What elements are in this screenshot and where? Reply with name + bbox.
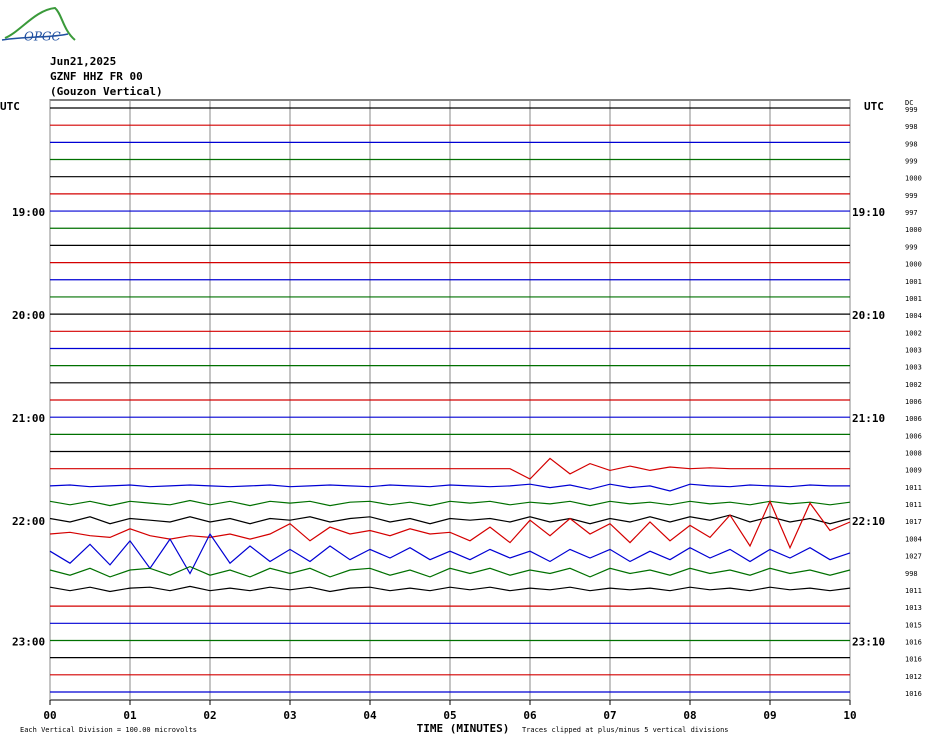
logo: OPGC xyxy=(1,6,76,44)
dc-offset: 1017 xyxy=(905,518,922,526)
dc-offset: 1000 xyxy=(905,226,922,234)
dc-offset: 1003 xyxy=(905,364,922,372)
dc-offset: 1013 xyxy=(905,604,922,612)
x-tick-label: 00 xyxy=(43,709,56,722)
dc-offset: 1006 xyxy=(905,432,922,440)
dc-offset: 1000 xyxy=(905,261,922,269)
trace xyxy=(49,499,851,550)
x-tick-label: 08 xyxy=(683,709,696,722)
time-label-right: 20:10 xyxy=(852,309,885,322)
x-tick-label: 03 xyxy=(283,709,296,722)
time-label-right: 19:10 xyxy=(852,206,885,219)
dc-offset: 1008 xyxy=(905,450,922,458)
dc-offset: 1015 xyxy=(905,621,922,629)
dc-offset: 1027 xyxy=(905,553,922,561)
dc-offset: 1002 xyxy=(905,329,922,337)
dc-offset: 999 xyxy=(905,106,918,114)
x-tick-label: 01 xyxy=(123,709,137,722)
trace xyxy=(49,483,850,492)
x-tick-label: 09 xyxy=(763,709,776,722)
dc-offset: 1006 xyxy=(905,398,922,406)
time-label-right: 23:10 xyxy=(852,635,885,648)
time-label-right: 22:10 xyxy=(852,515,885,528)
trace xyxy=(49,565,851,578)
dc-offset: 1004 xyxy=(905,535,922,543)
dc-offset: 999 xyxy=(905,243,918,251)
time-label-left: 19:00 xyxy=(12,206,45,219)
trace xyxy=(49,532,851,575)
x-tick-label: 04 xyxy=(363,709,377,722)
dc-offset: 998 xyxy=(905,123,918,131)
time-label-right: 21:10 xyxy=(852,412,885,425)
clip-note: Traces clipped at plus/minus 5 vertical … xyxy=(522,726,729,734)
dc-offset: 1011 xyxy=(905,587,922,595)
dc-offset: 1016 xyxy=(905,638,922,646)
x-tick-label: 05 xyxy=(443,709,456,722)
time-label-left: 20:00 xyxy=(12,309,45,322)
dc-offset: 1016 xyxy=(905,690,922,698)
dc-offset: 1004 xyxy=(905,312,922,320)
dc-offset: 1012 xyxy=(905,673,922,681)
trace xyxy=(49,585,851,593)
dc-offset: 1002 xyxy=(905,381,922,389)
right-header: UTC xyxy=(864,100,884,113)
time-label-left: 23:00 xyxy=(12,635,45,648)
dc-header: DC xyxy=(905,99,913,107)
logo-wave xyxy=(1,33,69,41)
scale-note: Each Vertical Division = 100.00 microvol… xyxy=(20,726,197,734)
x-tick-label: 10 xyxy=(843,709,856,722)
logo-text: OPGC xyxy=(24,30,61,44)
dc-offset: 999 xyxy=(905,192,918,200)
dc-offset: 998 xyxy=(905,140,918,148)
x-tick-label: 06 xyxy=(523,709,537,722)
trace xyxy=(49,499,851,507)
dc-offset: 997 xyxy=(905,209,918,217)
x-tick-label: 02 xyxy=(203,709,216,722)
dc-offset: 998 xyxy=(905,570,918,578)
station: (Gouzon Vertical) xyxy=(50,85,163,98)
dc-offset: 1000 xyxy=(905,175,922,183)
date: Jun21,2025 xyxy=(50,55,116,68)
dc-offset: 1009 xyxy=(905,467,922,475)
dc-offset: 1003 xyxy=(905,346,922,354)
x-axis-title: TIME (MINUTES) xyxy=(417,722,510,735)
left-header: UTC xyxy=(0,100,20,113)
dc-offset: 1011 xyxy=(905,501,922,509)
x-tick-label: 07 xyxy=(603,709,616,722)
dc-offset: 999 xyxy=(905,158,918,166)
dc-offset: 1011 xyxy=(905,484,922,492)
trace xyxy=(49,514,851,525)
trace xyxy=(50,457,850,480)
logo-curve xyxy=(4,6,76,41)
time-label-left: 22:00 xyxy=(12,515,45,528)
time-label-left: 21:00 xyxy=(12,412,45,425)
channel: GZNF HHZ FR 00 xyxy=(50,70,143,83)
dc-offset: 1016 xyxy=(905,656,922,664)
dc-offset: 1001 xyxy=(905,278,922,286)
dc-offset: 1001 xyxy=(905,295,922,303)
dc-offset: 1006 xyxy=(905,415,922,423)
